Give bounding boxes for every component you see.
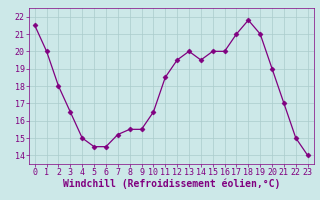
X-axis label: Windchill (Refroidissement éolien,°C): Windchill (Refroidissement éolien,°C) — [62, 179, 280, 189]
